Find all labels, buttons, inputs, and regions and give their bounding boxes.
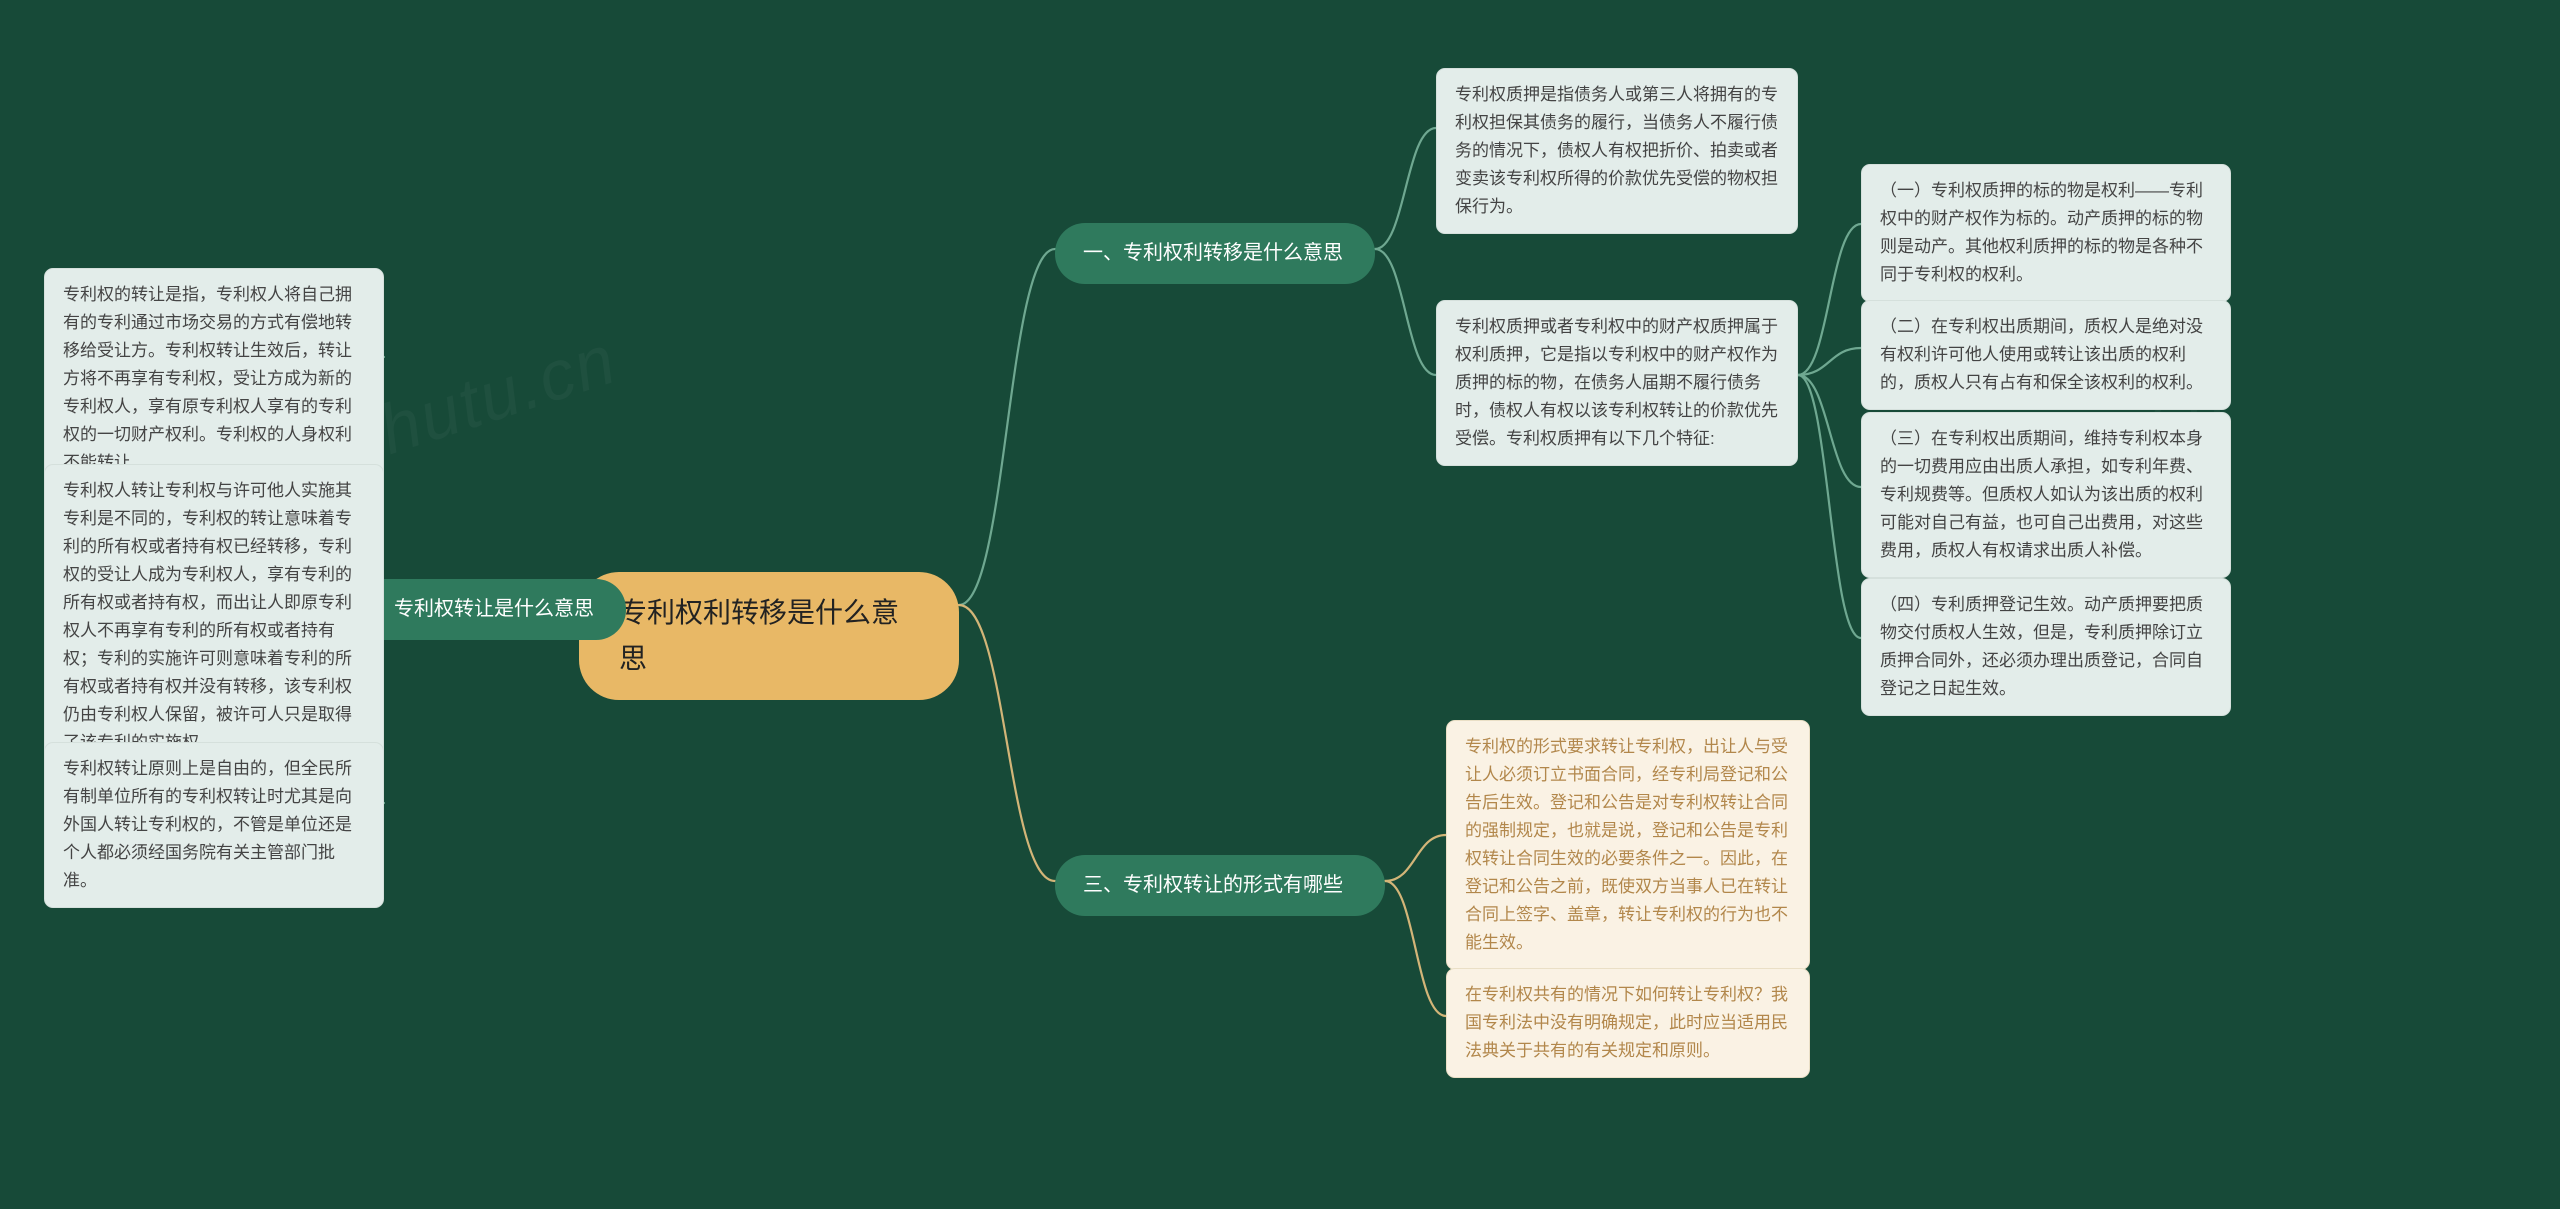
leaf-1a[interactable]: 专利权质押是指债务人或第三人将拥有的专利权担保其债务的履行，当债务人不履行债务的… xyxy=(1436,68,1798,234)
root-node[interactable]: 专利权利转移是什么意思 xyxy=(579,572,959,700)
leaf-1b-3[interactable]: （三）在专利权出质期间，维持专利权本身的一切费用应由出质人承担，如专利年费、专利… xyxy=(1861,412,2231,578)
leaf-3a[interactable]: 专利权的形式要求转让专利权，出让人与受让人必须订立书面合同，经专利局登记和公告后… xyxy=(1446,720,1810,970)
branch-3[interactable]: 三、专利权转让的形式有哪些 xyxy=(1055,855,1385,916)
branch-1[interactable]: 一、专利权利转移是什么意思 xyxy=(1055,223,1375,284)
leaf-1b-2[interactable]: （二）在专利权出质期间，质权人是绝对没有权利许可他人使用或转让该出质的权利的，质… xyxy=(1861,300,2231,410)
leaf-1b-1[interactable]: （一）专利权质押的标的物是权利——专利权中的财产权作为标的。动产质押的标的物则是… xyxy=(1861,164,2231,302)
leaf-1b-4[interactable]: （四）专利质押登记生效。动产质押要把质物交付质权人生效，但是，专利质押除订立质押… xyxy=(1861,578,2231,716)
leaf-2c[interactable]: 专利权转让原则上是自由的，但全民所有制单位所有的专利权转让时尤其是向外国人转让专… xyxy=(44,742,384,908)
leaf-2b[interactable]: 专利权人转让专利权与许可他人实施其专利是不同的，专利权的转让意味着专利的所有权或… xyxy=(44,464,384,770)
leaf-1b[interactable]: 专利权质押或者专利权中的财产权质押属于权利质押，它是指以专利权中的财产权作为质押… xyxy=(1436,300,1798,466)
leaf-3b[interactable]: 在专利权共有的情况下如何转让专利权？我国专利法中没有明确规定，此时应当适用民法典… xyxy=(1446,968,1810,1078)
leaf-2a[interactable]: 专利权的转让是指，专利权人将自己拥有的专利通过市场交易的方式有偿地转移给受让方。… xyxy=(44,268,384,490)
